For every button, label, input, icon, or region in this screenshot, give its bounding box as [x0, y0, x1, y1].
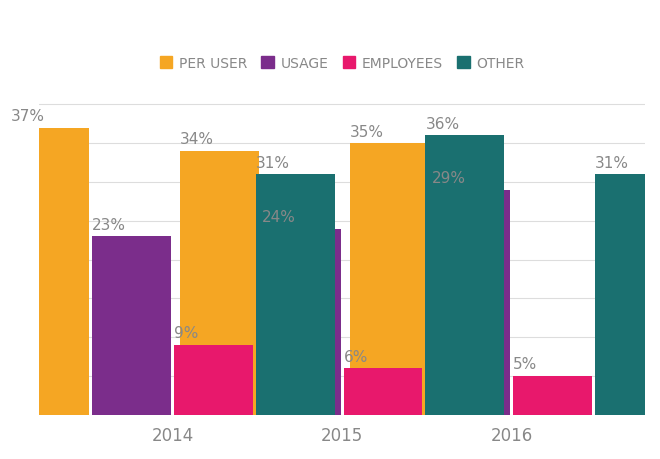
Bar: [595, 175, 660, 415]
Text: 5%: 5%: [513, 357, 537, 372]
Text: 6%: 6%: [344, 349, 368, 364]
Bar: [92, 237, 171, 415]
Bar: [11, 129, 89, 415]
Text: 29%: 29%: [432, 171, 465, 186]
Bar: [350, 144, 428, 415]
Text: 24%: 24%: [262, 209, 296, 224]
Bar: [426, 136, 504, 415]
Bar: [174, 345, 253, 415]
Bar: [344, 369, 422, 415]
Bar: [513, 376, 592, 415]
Legend: PER USER, USAGE, EMPLOYEES, OTHER: PER USER, USAGE, EMPLOYEES, OTHER: [154, 51, 530, 76]
Bar: [432, 190, 510, 415]
Text: 31%: 31%: [595, 155, 629, 170]
Text: 36%: 36%: [426, 117, 459, 131]
Text: 23%: 23%: [92, 217, 126, 232]
Text: 37%: 37%: [11, 109, 44, 124]
Bar: [256, 175, 335, 415]
Text: 35%: 35%: [350, 124, 383, 139]
Text: 31%: 31%: [256, 155, 290, 170]
Text: 34%: 34%: [180, 132, 214, 147]
Bar: [262, 229, 341, 415]
Text: 9%: 9%: [174, 325, 199, 341]
Bar: [180, 151, 259, 415]
